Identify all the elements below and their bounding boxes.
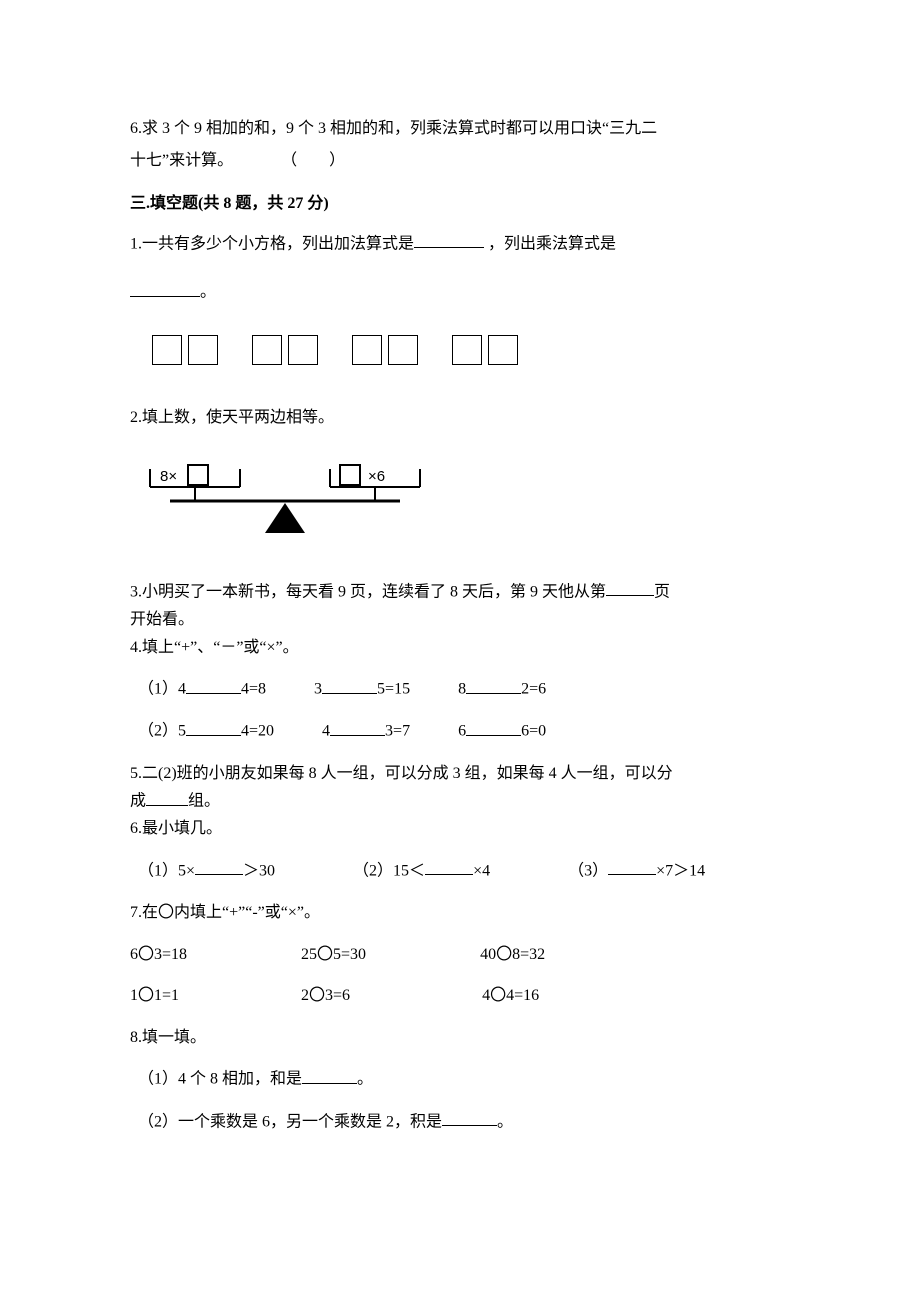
q7-title: 7.在〇内填上“+”“-”或“×”。 bbox=[130, 900, 790, 926]
q1-text-after: ，列出乘法算式是 bbox=[484, 235, 616, 252]
q8-r1a: （1）4 个 8 相加，和是 bbox=[138, 1071, 302, 1088]
q7-r2b: 2〇3=6 bbox=[301, 987, 350, 1004]
q4r2-b-blank[interactable] bbox=[330, 718, 385, 736]
q8-r1-blank[interactable] bbox=[302, 1066, 357, 1084]
q6-title: 6.最小填几。 bbox=[130, 816, 790, 842]
q4r2-a-blank[interactable] bbox=[186, 718, 241, 736]
q1-blank-mul[interactable] bbox=[130, 279, 200, 297]
square bbox=[488, 335, 518, 365]
q3-line2: 开始看。 bbox=[130, 607, 790, 633]
square bbox=[452, 335, 482, 365]
q3-text-b: 页 bbox=[654, 583, 670, 600]
q1-blank-add[interactable] bbox=[414, 231, 484, 249]
q7-r1a: 6〇3=18 bbox=[130, 946, 187, 963]
q6a-blank[interactable] bbox=[195, 858, 243, 876]
q6a-tail: ＞30 bbox=[243, 862, 275, 879]
square-pair bbox=[252, 335, 318, 365]
q4r1-b-tail: 5=15 bbox=[377, 681, 410, 698]
q4r1-c-tail: 2=6 bbox=[521, 681, 546, 698]
page-root: 6.求 3 个 9 相加的和，9 个 3 相加的和，列乘法算式时都可以用口诀“三… bbox=[0, 0, 920, 1211]
q4-row2: （2）5 4=20 4 3=7 6 6=0 bbox=[138, 718, 790, 744]
q8-row1: （1）4 个 8 相加，和是 。 bbox=[138, 1066, 790, 1092]
q8-r1b: 。 bbox=[357, 1071, 373, 1088]
q7-row2: 1〇1=1 2〇3=6 4〇4=16 bbox=[130, 983, 790, 1009]
q1-line2: 。 bbox=[130, 279, 790, 305]
q4r2-c-tail: 6=0 bbox=[521, 723, 546, 740]
q4r2-b-lead: 4 bbox=[322, 723, 330, 740]
q5-blank[interactable] bbox=[146, 788, 188, 806]
balance-svg: 8× ×6 bbox=[140, 459, 440, 539]
q4r1-a-tail: 4=8 bbox=[241, 681, 266, 698]
q8-r2b: 。 bbox=[497, 1113, 513, 1130]
q7-r2a: 1〇1=1 bbox=[130, 987, 179, 1004]
q7-r1b: 25〇5=30 bbox=[301, 946, 366, 963]
q4r2-a-lead: （2）5 bbox=[138, 723, 186, 740]
q6c-blank[interactable] bbox=[608, 858, 656, 876]
q6b-tail: ×4 bbox=[473, 862, 490, 879]
pre-q6-line2: 十七”来计算。 （ ） bbox=[130, 148, 790, 174]
q8-r2a: （2）一个乘数是 6，另一个乘数是 2，积是 bbox=[138, 1113, 442, 1130]
square bbox=[252, 335, 282, 365]
q1-squares-graphic bbox=[152, 335, 790, 365]
q4r1-a-blank[interactable] bbox=[186, 676, 241, 694]
balance-right-box[interactable] bbox=[340, 465, 360, 485]
q4r2-c-blank[interactable] bbox=[466, 718, 521, 736]
q4-row1: （1）4 4=8 3 5=15 8 2=6 bbox=[138, 676, 790, 702]
q1-line1: 1.一共有多少个小方格，列出加法算式是 ，列出乘法算式是 bbox=[130, 231, 790, 257]
pre-q6-line1: 6.求 3 个 9 相加的和，9 个 3 相加的和，列乘法算式时都可以用口诀“三… bbox=[130, 116, 790, 142]
square bbox=[288, 335, 318, 365]
q7-r1c: 40〇8=32 bbox=[480, 946, 545, 963]
square bbox=[152, 335, 182, 365]
balance-fulcrum bbox=[265, 503, 305, 533]
q1-text-main: 1.一共有多少个小方格，列出加法算式是 bbox=[130, 235, 414, 252]
square-pair bbox=[352, 335, 418, 365]
q4r1-b-lead: 3 bbox=[314, 681, 322, 698]
q6c-lead: （3） bbox=[568, 862, 608, 879]
q4r1-c-lead: 8 bbox=[458, 681, 466, 698]
square bbox=[352, 335, 382, 365]
q2-balance-graphic: 8× ×6 bbox=[140, 459, 440, 539]
balance-right-suffix: ×6 bbox=[368, 468, 385, 485]
balance-left-prefix: 8× bbox=[160, 468, 177, 485]
q7-r2c: 4〇4=16 bbox=[482, 987, 539, 1004]
q5-l2a: 成 bbox=[130, 793, 146, 810]
section3-title: 三.填空题(共 8 题，共 27 分) bbox=[130, 191, 790, 217]
q6-row: （1）5× ＞30 （2）15＜ ×4 （3） ×7＞14 bbox=[138, 858, 790, 884]
q4r1-b-blank[interactable] bbox=[322, 676, 377, 694]
q6b-lead: （2）15＜ bbox=[353, 862, 425, 879]
q4r1-a-lead: （1）4 bbox=[138, 681, 186, 698]
q4r2-a-tail: 4=20 bbox=[241, 723, 274, 740]
q3-text-a: 3.小明买了一本新书，每天看 9 页，连续看了 8 天后，第 9 天他从第 bbox=[130, 583, 606, 600]
square-pair bbox=[152, 335, 218, 365]
q8-title: 8.填一填。 bbox=[130, 1025, 790, 1051]
q1-period: 。 bbox=[200, 284, 216, 301]
q5-line1: 5.二(2)班的小朋友如果每 8 人一组，可以分成 3 组，如果每 4 人一组，… bbox=[130, 761, 790, 787]
q4-title: 4.填上“+”、“－”或“×”。 bbox=[130, 635, 790, 661]
square bbox=[188, 335, 218, 365]
q3-line1: 3.小明买了一本新书，每天看 9 页，连续看了 8 天后，第 9 天他从第 页 bbox=[130, 579, 790, 605]
q4r2-c-lead: 6 bbox=[458, 723, 466, 740]
square bbox=[388, 335, 418, 365]
q8-r2-blank[interactable] bbox=[442, 1109, 497, 1127]
q8-row2: （2）一个乘数是 6，另一个乘数是 2，积是 。 bbox=[138, 1109, 790, 1135]
q2-text: 2.填上数，使天平两边相等。 bbox=[130, 405, 790, 431]
q6a-lead: （1）5× bbox=[138, 862, 195, 879]
q4r1-c-blank[interactable] bbox=[466, 676, 521, 694]
square-pair bbox=[452, 335, 518, 365]
q4r2-b-tail: 3=7 bbox=[385, 723, 410, 740]
q5-l2b: 组。 bbox=[188, 793, 220, 810]
q3-blank[interactable] bbox=[606, 579, 654, 597]
q7-row1: 6〇3=18 25〇5=30 40〇8=32 bbox=[130, 942, 790, 968]
q5-line2: 成 组。 bbox=[130, 788, 790, 814]
q6c-tail: ×7＞14 bbox=[656, 862, 705, 879]
q6b-blank[interactable] bbox=[425, 858, 473, 876]
balance-left-box[interactable] bbox=[188, 465, 208, 485]
